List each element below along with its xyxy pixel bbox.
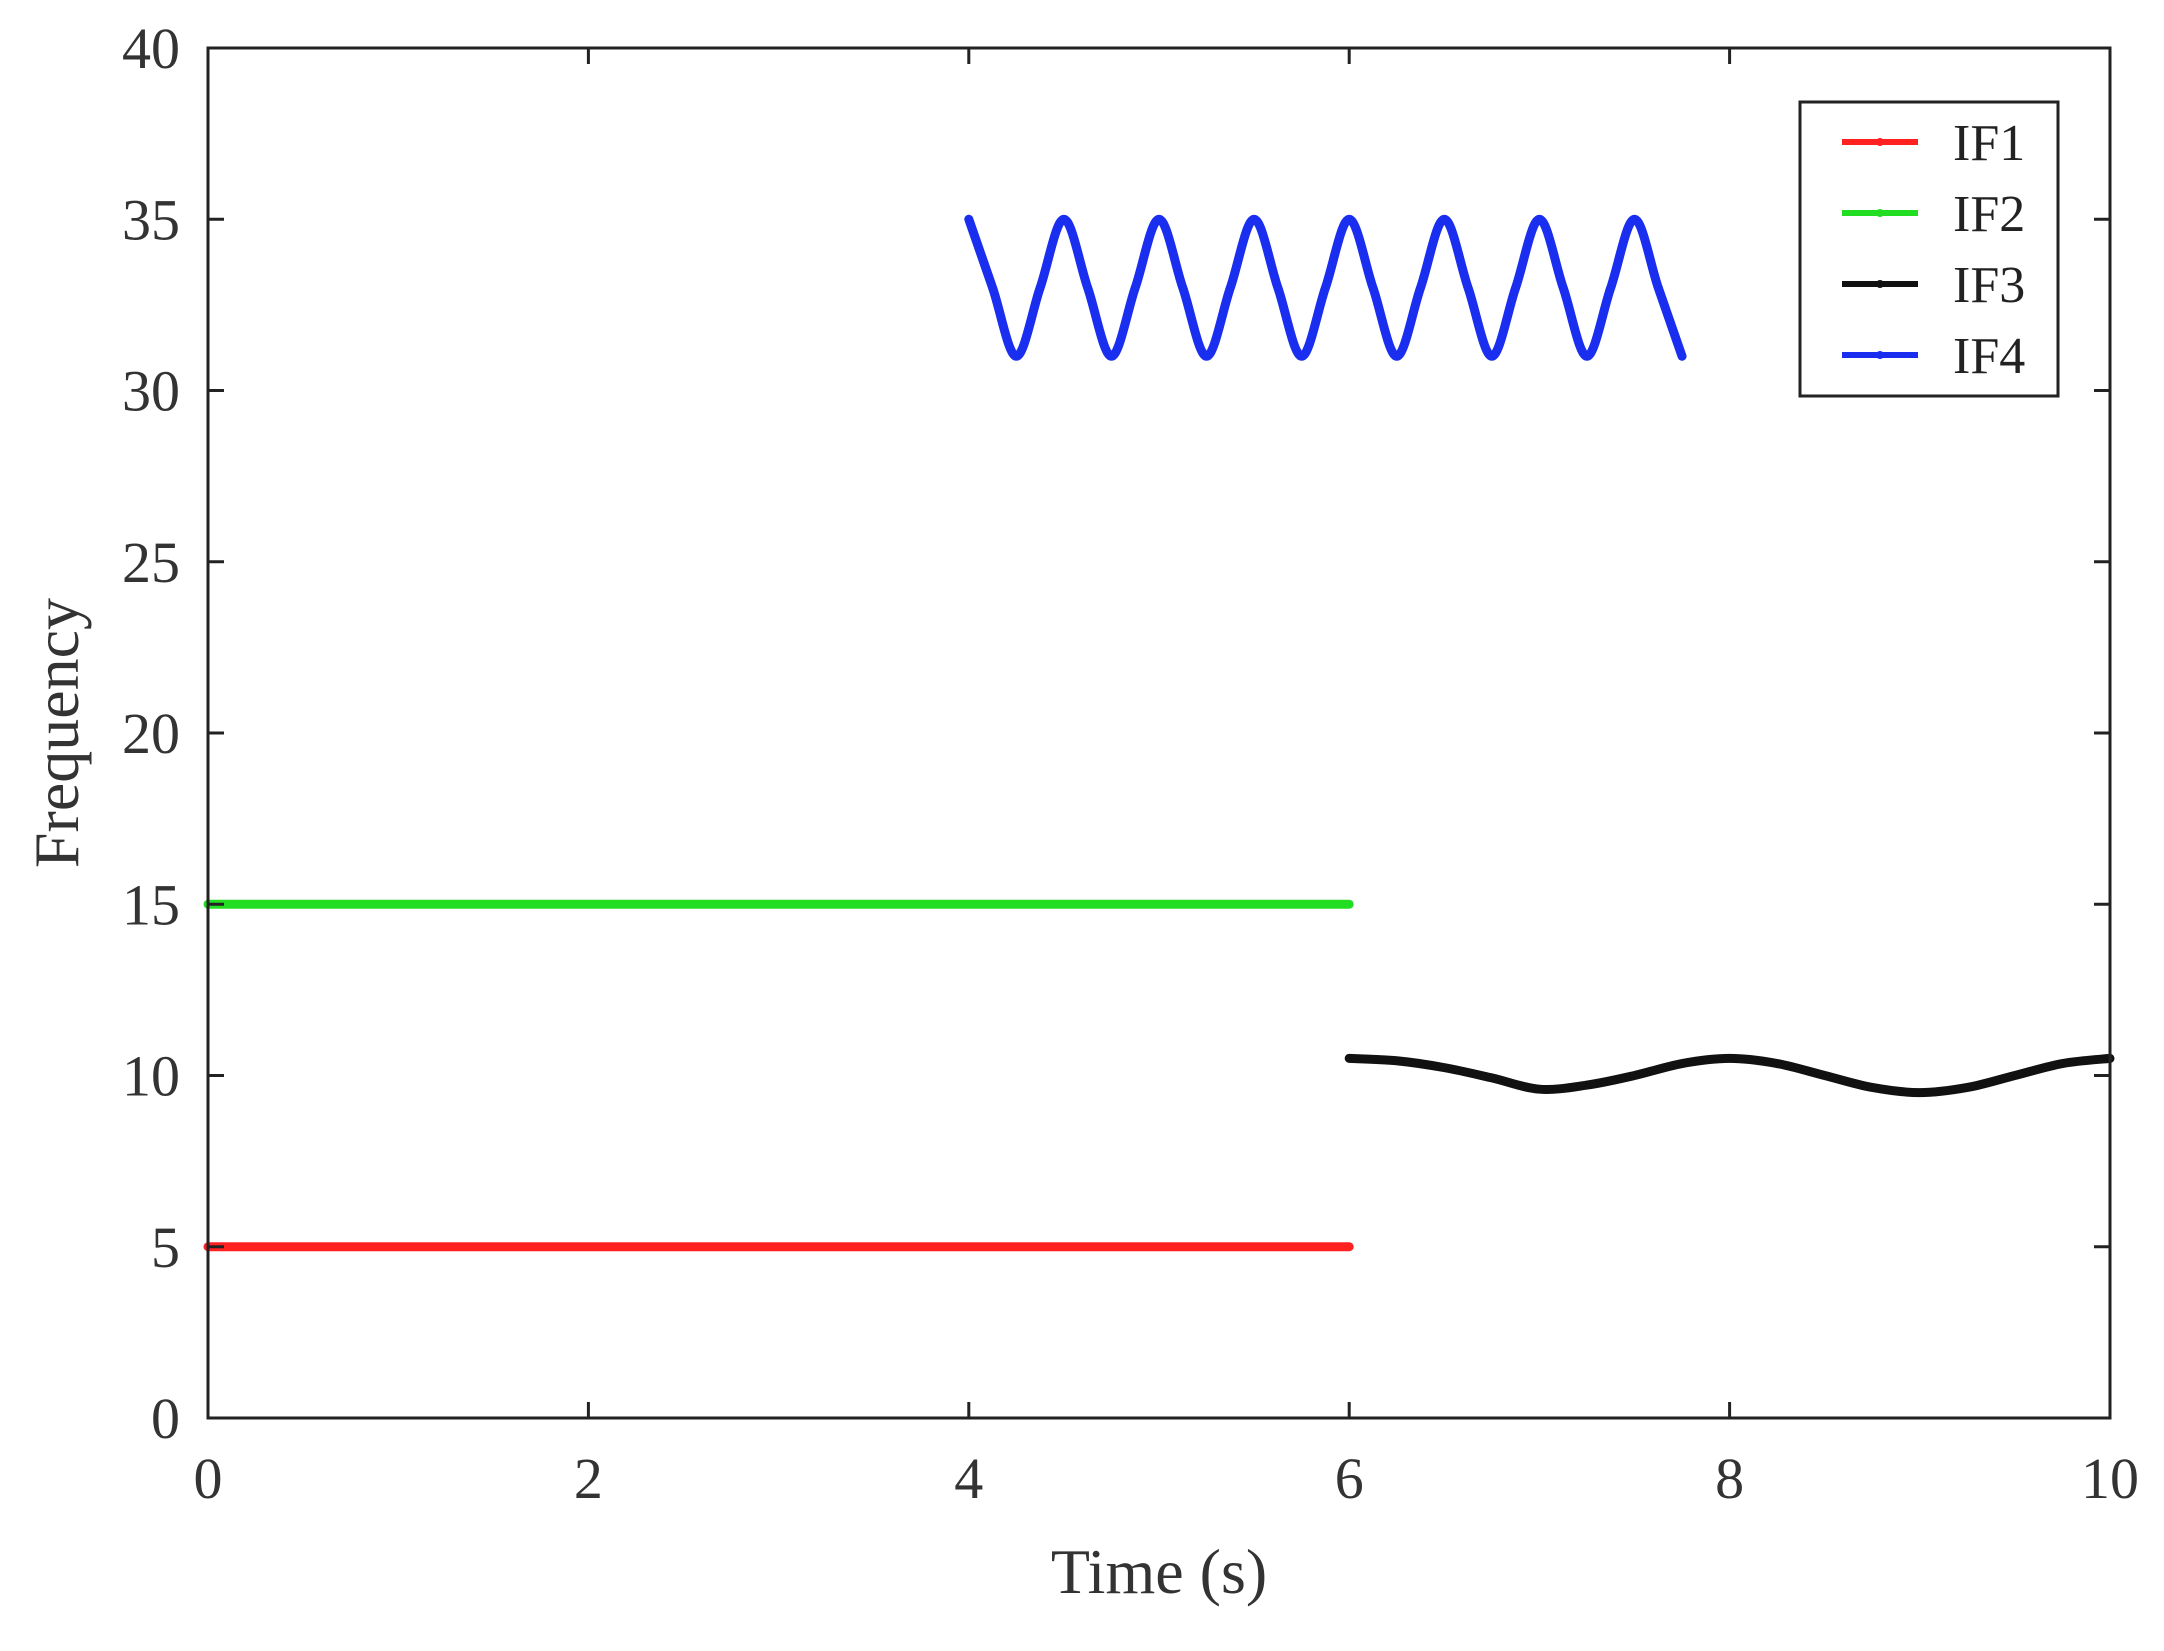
legend-label-if1: IF1	[1953, 115, 2025, 172]
legend-marker-if4	[1876, 351, 1884, 359]
y-tick-label: 20	[122, 701, 180, 766]
x-tick-label: 2	[574, 1446, 603, 1511]
plot-frame	[206, 46, 2112, 1420]
x-tick-label: 10	[2081, 1446, 2139, 1511]
legend-marker-if3	[1876, 280, 1884, 288]
y-tick-label: 35	[122, 187, 180, 252]
legend-marker-if1	[1876, 138, 1884, 146]
y-axis-title: Frequency	[21, 598, 92, 868]
legend-label-if4: IF4	[1953, 328, 2025, 385]
x-axis-title: Time (s)	[1051, 1536, 1267, 1607]
x-tick-label: 0	[194, 1446, 223, 1511]
series-line-if4	[964, 214, 1687, 361]
y-tick-label: 30	[122, 359, 180, 424]
series-line-if3	[1344, 1053, 2115, 1098]
x-tick-label: 6	[1335, 1446, 1364, 1511]
x-tick-label: 8	[1715, 1446, 1744, 1511]
series-layer	[203, 214, 2115, 1252]
legend: IF1 IF2 IF3 IF4	[1798, 100, 2060, 398]
y-tick-label: 0	[151, 1386, 180, 1451]
ticks-layer: 0 2 4 6 8 10 0 5 10 15 20 25 30 35 40	[122, 16, 2139, 1511]
x-tick-label: 4	[954, 1446, 983, 1511]
y-tick-label: 10	[122, 1044, 180, 1109]
y-tick-label: 5	[151, 1215, 180, 1280]
legend-box	[1798, 100, 2060, 398]
legend-label-if2: IF2	[1953, 186, 2025, 243]
y-tick-label: 15	[122, 872, 180, 937]
legend-marker-if2	[1876, 209, 1884, 217]
y-tick-label: 25	[122, 530, 180, 595]
legend-label-if3: IF3	[1953, 257, 2025, 314]
y-tick-label: 40	[122, 16, 180, 81]
